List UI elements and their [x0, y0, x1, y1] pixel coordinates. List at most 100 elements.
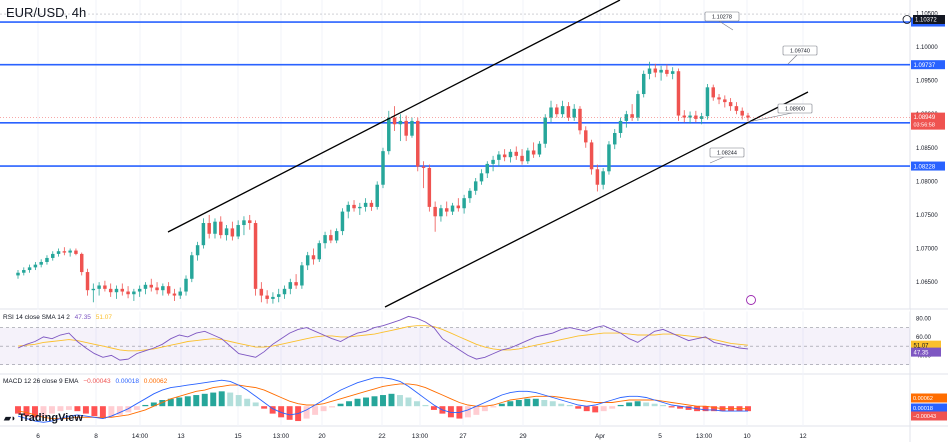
channel-upper-line [167, 0, 621, 233]
price-tick-label: 1.10000 [916, 45, 938, 51]
time-tick-label: 20 [318, 433, 326, 440]
macd-histogram-bar [303, 406, 310, 419]
rsi-band [0, 327, 910, 365]
macd-histogram-bar [210, 392, 217, 407]
macd-histogram-bar [312, 406, 319, 415]
candle-body [329, 235, 333, 241]
rsi-line [17, 315, 749, 361]
macd-histogram-bar [702, 406, 709, 412]
candle-body [699, 116, 704, 119]
chart-title: EUR/USD, 4h [6, 5, 87, 20]
macd-histogram-bar [23, 406, 30, 417]
candle-body [728, 102, 733, 107]
macd-histogram-bar [711, 406, 718, 412]
macd-histogram-bar [651, 403, 658, 407]
macd-histogram-bar [286, 406, 293, 420]
candle-body [462, 198, 466, 209]
macd-histogram-bar [32, 406, 38, 418]
candle-body [108, 288, 113, 293]
candle-body [282, 288, 287, 295]
macd-histogram-bar [244, 398, 251, 407]
macd-histogram-bar [227, 392, 234, 407]
candle-body [601, 171, 605, 185]
callout-pointer [709, 156, 725, 164]
macd-histogram-bar [320, 406, 327, 412]
candle-body [665, 69, 669, 74]
candle-body [62, 251, 67, 253]
candle-body [497, 154, 501, 160]
candle-body [595, 169, 600, 185]
macd-histogram-bar [575, 406, 582, 409]
macd-histogram-bar [609, 406, 616, 409]
tradingview-logo: ▰◗ TradingView [4, 412, 83, 424]
macd-histogram-bar [592, 406, 599, 413]
macd-histogram-bar [566, 404, 573, 407]
candle-body [346, 204, 350, 212]
macd-histogram-bar [184, 396, 191, 407]
candle-body [392, 117, 397, 125]
candle-body [363, 202, 368, 207]
macd-histogram-bar [193, 395, 200, 407]
macd-histogram-bar [422, 404, 429, 407]
callout-label: 1.09740 [790, 49, 810, 55]
macd-histogram-bar [329, 406, 336, 408]
candle-body [172, 293, 177, 296]
macd-histogram-bar [617, 404, 624, 407]
candle-body [51, 253, 55, 258]
macd-histogram-bar [269, 406, 276, 414]
candle-body [746, 115, 750, 118]
candle-body [103, 285, 107, 289]
rsi-label: RSI 14 close SMA 14 2 [3, 314, 70, 321]
candle-body [213, 221, 217, 234]
candle-body [56, 251, 61, 254]
candle-body [311, 255, 316, 260]
macd-histogram-bar [108, 406, 115, 418]
macd-histogram-bar [541, 400, 548, 407]
macd-histogram-bar [388, 393, 395, 407]
time-tick-label: 5 [658, 433, 662, 440]
time-tick-label: 8 [94, 433, 98, 440]
macd-value-tag [911, 411, 947, 421]
price-tick-label: 1.06500 [916, 280, 938, 286]
macd-histogram-bar [40, 406, 47, 417]
candle-body [624, 114, 629, 121]
candle-body [676, 71, 681, 116]
macd-histogram-bar [278, 406, 285, 418]
time-tick-label: 10 [743, 433, 751, 440]
candle-body [207, 223, 211, 234]
macd-histogram-bar [464, 406, 471, 418]
candle-body [659, 69, 663, 73]
macd-histogram-bar [549, 401, 556, 407]
macd-histogram-bar [74, 406, 81, 412]
macd-line-value: 0.00018 [115, 378, 139, 385]
macd-histogram-bar [150, 402, 157, 407]
callout-label: 1.10278 [712, 15, 732, 21]
candle-body [717, 97, 721, 100]
candle-body [271, 296, 275, 299]
time-tick-label: 12 [799, 433, 807, 440]
candle-body [39, 261, 43, 265]
macd-histogram-bar [176, 397, 183, 407]
level-price-tag [911, 161, 945, 171]
callout-box [777, 103, 813, 114]
macd-histogram-bar [405, 397, 412, 407]
candle-body [630, 114, 634, 118]
candle-body [427, 167, 432, 207]
macd-histogram-bar [447, 406, 454, 418]
rsi-sma-tag [911, 340, 941, 350]
candle-body [444, 208, 449, 212]
level-price-label: 1.09737 [914, 63, 936, 69]
candle-body [416, 120, 420, 167]
candle-body [404, 120, 408, 136]
macd-value-tag-label: −0.00043 [913, 414, 936, 420]
candle-body [253, 223, 258, 289]
candle-body [230, 228, 235, 237]
time-tick-label: 13 [177, 433, 185, 440]
macd-histogram-bar [532, 398, 539, 407]
macd-histogram-bar [668, 406, 675, 408]
macd-histogram-bar [91, 406, 98, 417]
candle-body [352, 204, 356, 209]
callout-box [782, 45, 818, 56]
candle-body [647, 68, 652, 74]
